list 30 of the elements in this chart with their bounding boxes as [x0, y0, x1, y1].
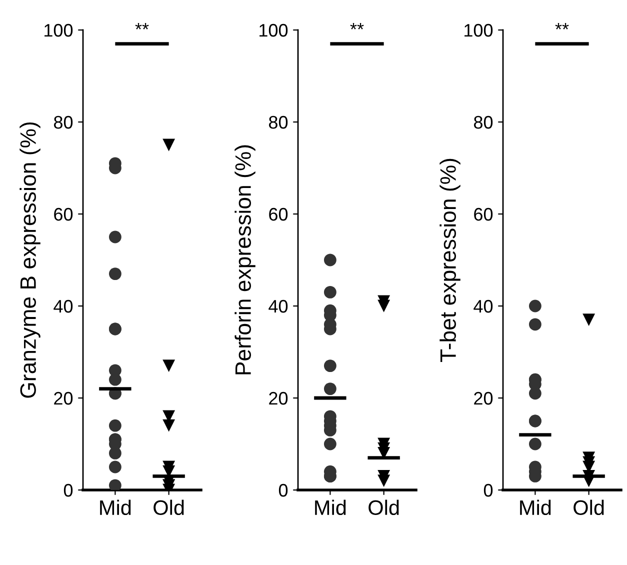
y-tick-label: 80	[474, 116, 493, 129]
text: **	[350, 23, 364, 30]
x-tick-label: Old	[154, 500, 184, 516]
y-axis-title: Perforin expression (%)	[234, 145, 256, 374]
y-tick-label: 20	[269, 392, 288, 405]
x-tick-label: Mid	[520, 500, 551, 516]
y-axis-title: T-bet expression (%)	[440, 158, 460, 362]
y-tick-label: 80	[54, 116, 73, 129]
x-tick-label: Mid	[315, 500, 346, 516]
text: **	[555, 23, 569, 30]
y-tick-label: 100	[44, 24, 73, 37]
y-tick-label: 60	[474, 208, 493, 221]
y-tick-label: 80	[268, 116, 288, 129]
x-tick-label: Mid	[100, 500, 131, 516]
y-tick-label: 20	[474, 392, 493, 405]
y-tick-label: 100	[260, 24, 288, 37]
x-tick-label: Old	[368, 500, 399, 516]
y-tick-label: 0	[278, 484, 288, 497]
y-tick-label: 40	[54, 300, 73, 313]
y-tick-label: 100	[464, 24, 493, 37]
y-tick-label: 20	[54, 392, 73, 405]
y-tick-label: 0	[484, 484, 493, 497]
y-tick-label: 40	[474, 300, 493, 313]
y-axis-title: Granzyme B expression (%)	[20, 122, 40, 398]
x-tick-label: Old	[574, 500, 604, 516]
y-tick-label: 60	[269, 208, 288, 221]
text: **	[135, 23, 149, 30]
y-tick-label: 60	[54, 208, 73, 221]
y-tick-label: 0	[64, 484, 73, 497]
y-tick-label: 40	[268, 300, 288, 313]
